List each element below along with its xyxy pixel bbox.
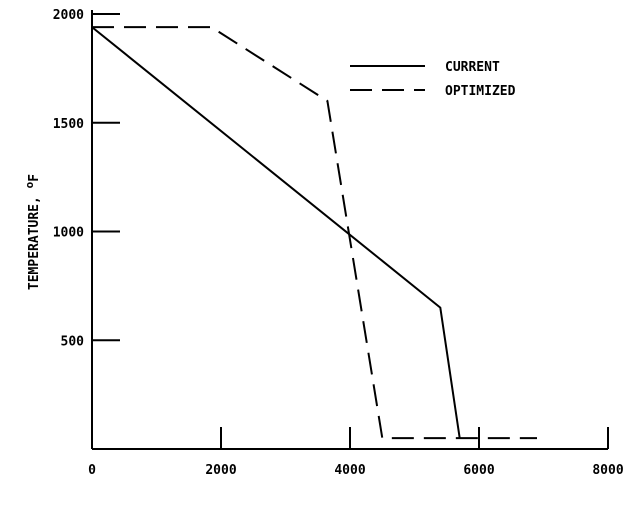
x-ticks: 0 2000 4000 6000 8000 <box>88 427 624 478</box>
x-tick-label-2000: 2000 <box>205 463 236 478</box>
x-tick-label-8000: 8000 <box>592 463 623 478</box>
y-tick-label-500: 500 <box>61 334 85 349</box>
series-line-optimized <box>92 26 537 440</box>
x-tick-label-4000: 4000 <box>334 463 365 478</box>
x-tick-label-0: 0 <box>88 463 96 478</box>
legend-label-optimized: OPTIMIZED <box>445 84 516 99</box>
y-tick-label-1000: 1000 <box>53 226 84 241</box>
x-tick-label-6000: 6000 <box>463 463 494 478</box>
y-tick-label-2000: 2000 <box>53 8 84 23</box>
y-axis-unit-degree: o <box>23 181 36 188</box>
series-layer <box>91 26 537 440</box>
series-line-current <box>91 26 461 439</box>
y-ticks: 500 1000 1500 2000 <box>53 8 120 349</box>
y-tick-label-1500: 1500 <box>53 117 84 132</box>
y-axis-unit: F <box>27 174 42 182</box>
y-axis-title: TEMPERATURE, oF <box>23 174 42 290</box>
y-axis-title-text: TEMPERATURE, <box>27 188 42 290</box>
legend: CURRENT OPTIMIZED <box>350 60 516 99</box>
plot-area <box>91 10 608 450</box>
legend-label-current: CURRENT <box>445 60 500 75</box>
